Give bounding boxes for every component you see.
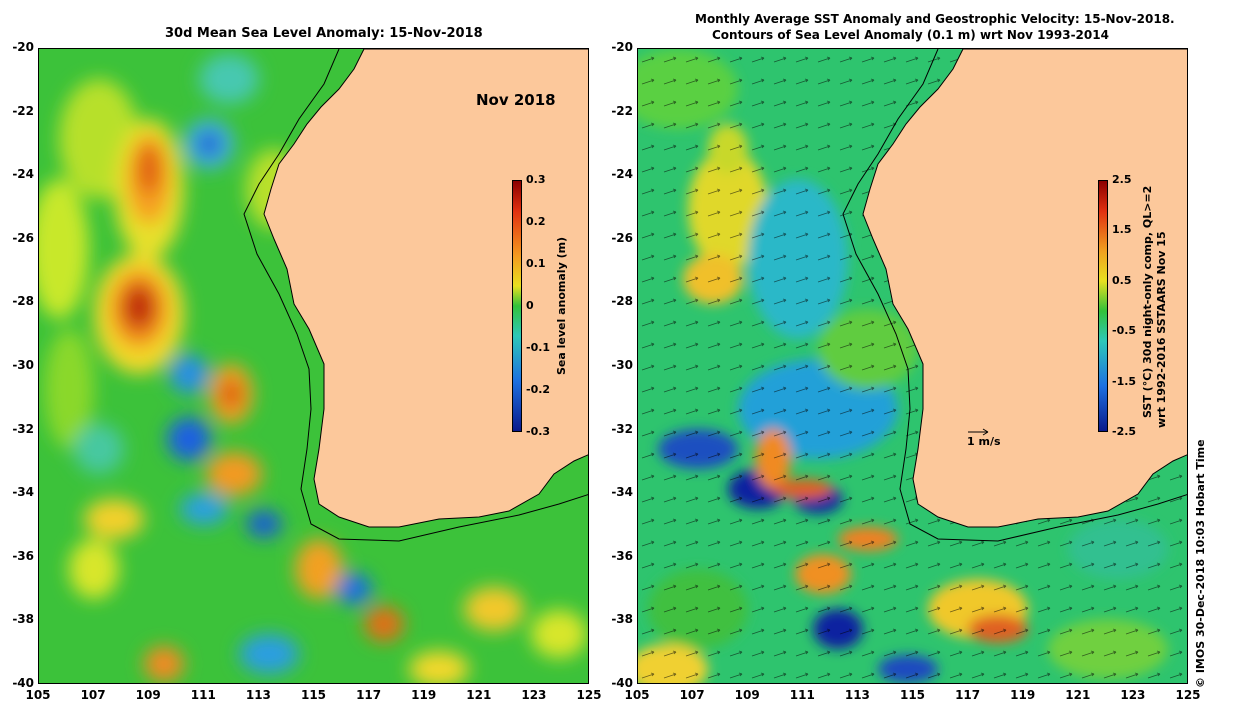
left-lat-tick: -28	[12, 294, 34, 309]
right-lat-tick: -40	[611, 676, 633, 690]
left-lon-tick: 109	[135, 688, 161, 702]
sea-level-colorbar-tick: 0	[526, 299, 534, 312]
sea-level-colorbar-tick: 0.3	[526, 173, 546, 186]
sea-level-colorbar-tick: 0.2	[526, 215, 546, 228]
right-lon-tick: 109	[734, 688, 760, 702]
right-map-title-line1: Monthly Average SST Anomaly and Geostrop…	[695, 12, 1175, 26]
left-lon-tick: 125	[576, 688, 602, 702]
right-lat-tick: -24	[611, 167, 633, 182]
shelf-contour	[243, 49, 588, 542]
left-lon-tick: 119	[411, 688, 437, 702]
sst-colorbar-tick: -0.5	[1112, 324, 1137, 338]
left-lat-tick: -38	[12, 612, 34, 627]
left-map-date-label: Nov 2018	[476, 91, 556, 109]
left-map-svg: Nov 2018	[39, 49, 588, 683]
right-lon-tick: 111	[789, 688, 815, 702]
left-lon-tick: 113	[245, 688, 271, 702]
sea-level-colorbar-tick: -0.1	[526, 341, 551, 354]
right-map-area[interactable]	[637, 48, 1188, 684]
left-lon-tick: 111	[190, 688, 216, 702]
left-lat-tick: -34	[12, 485, 34, 500]
sst-colorbar	[1098, 180, 1108, 432]
right-lat-tick: -38	[611, 612, 633, 627]
left-lat-tick: -22	[12, 103, 34, 118]
left-lat-tick: -24	[12, 167, 34, 182]
sea-level-contour	[842, 49, 1187, 542]
right-lat-tick: -22	[611, 103, 633, 118]
right-lon-tick: 121	[1065, 688, 1091, 702]
left-map-title: 30d Mean Sea Level Anomaly: 15-Nov-2018	[165, 26, 483, 41]
velocity-scale-arrow	[968, 428, 989, 436]
right-lon-tick: 117	[955, 688, 981, 702]
left-map-area[interactable]: Nov 2018	[38, 48, 589, 684]
left-lat-tick: -36	[12, 548, 34, 563]
left-lon-tick: 105	[25, 688, 51, 702]
imos-credit: © IMOS 30-Dec-2018 10:03 Hobart Time	[1194, 439, 1207, 688]
sst-colorbar-label-line2: wrt 1992-2016 SSTAARS Nov 15	[1155, 231, 1168, 428]
right-lon-tick: 125	[1175, 688, 1201, 702]
australia-landmass	[263, 49, 588, 528]
sst-colorbar-tick: 2.5	[1112, 173, 1132, 186]
left-lon-tick: 121	[466, 688, 492, 702]
right-lat-tick: -32	[611, 421, 633, 436]
left-lat-tick: -40	[12, 676, 34, 690]
right-map-svg	[638, 49, 1187, 683]
sst-colorbar-tick: 0.5	[1112, 273, 1132, 287]
sea-level-colorbar-tick: -0.3	[526, 425, 551, 438]
right-lat-tick: -26	[611, 230, 633, 245]
right-lon-tick: 123	[1120, 688, 1146, 702]
right-lon-tick: 107	[679, 688, 705, 702]
sst-colorbar-tick: -2.5	[1112, 425, 1137, 438]
sea-level-colorbar-tick: 0.1	[526, 257, 546, 270]
sst-colorbar-label-line1: SST (°C) 30d night-only comp, QL>=2	[1141, 185, 1154, 418]
left-lon-tick: 115	[300, 688, 327, 702]
sea-level-colorbar	[512, 180, 522, 432]
left-lat-tick: -30	[12, 358, 34, 372]
right-lon-tick: 119	[1010, 688, 1036, 702]
velocity-scale-label: 1 m/s	[967, 435, 1001, 448]
right-lon-tick: 115	[899, 688, 926, 702]
right-lat-tick: -36	[611, 548, 633, 563]
right-map-title-line2: Contours of Sea Level Anomaly (0.1 m) wr…	[712, 28, 1109, 42]
right-lat-tick: -20	[611, 40, 633, 54]
sst-colorbar-tick: -1.5	[1112, 374, 1137, 388]
right-lat-tick: -34	[611, 485, 633, 500]
sea-level-field	[39, 54, 587, 683]
left-lon-tick: 107	[80, 688, 106, 702]
sea-level-colorbar-label: Sea level anomaly (m)	[555, 236, 568, 375]
left-lon-tick: 117	[356, 688, 382, 702]
left-lat-tick: -26	[12, 230, 34, 245]
left-lat-tick: -32	[12, 421, 34, 436]
left-lat-tick: -20	[12, 40, 34, 54]
right-lon-tick: 113	[844, 688, 870, 702]
sea-level-colorbar-tick: -0.2	[526, 383, 551, 396]
left-lon-tick: 123	[521, 688, 547, 702]
right-lat-tick: -30	[611, 358, 633, 372]
sst-colorbar-tick: 1.5	[1112, 223, 1132, 237]
right-lon-tick: 105	[624, 688, 650, 702]
right-lat-tick: -28	[611, 294, 633, 309]
